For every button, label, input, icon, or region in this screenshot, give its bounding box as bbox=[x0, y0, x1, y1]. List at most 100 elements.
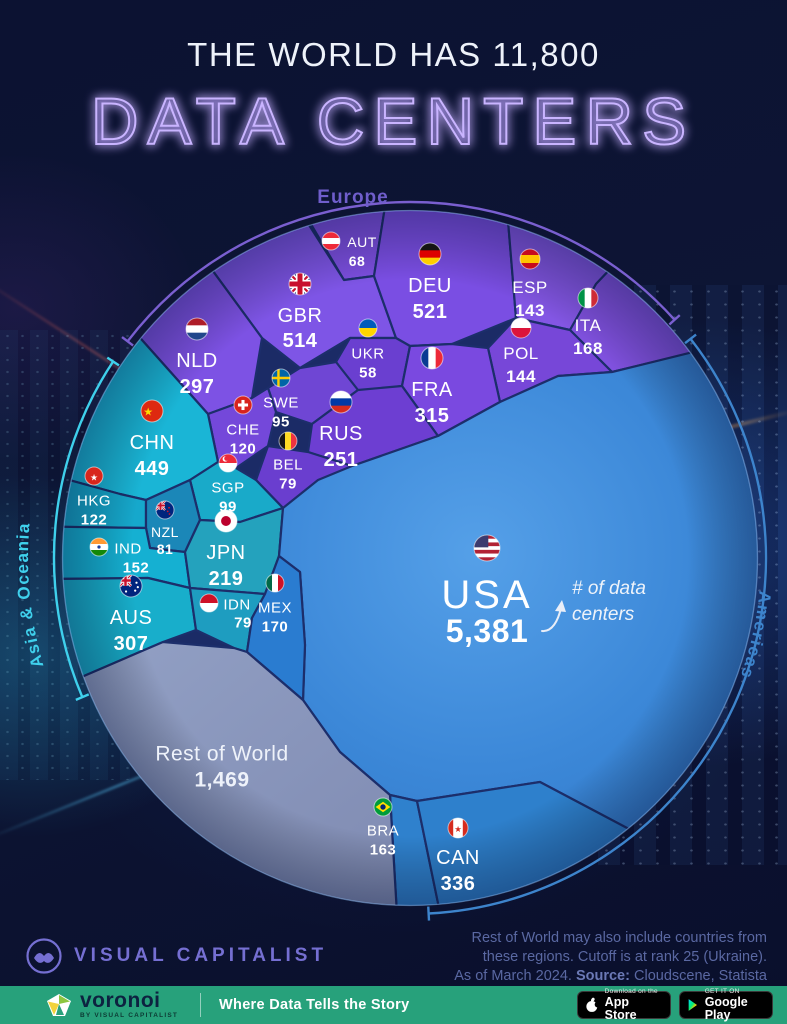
flag-swe-icon bbox=[272, 369, 290, 387]
flag-gbr-icon bbox=[289, 273, 311, 295]
value-fra: 315 bbox=[415, 405, 450, 427]
label-jpn: JPN bbox=[206, 542, 245, 564]
flag-bel-icon bbox=[279, 432, 297, 450]
arc-asia-oceania bbox=[52, 360, 115, 698]
visual-capitalist-logo-icon bbox=[26, 938, 62, 974]
value-jpn: 219 bbox=[209, 568, 244, 590]
flag-pol-ring bbox=[510, 317, 532, 339]
flag-nld-ring bbox=[185, 317, 209, 341]
neon-title: DATA CENTERS bbox=[90, 83, 695, 159]
value-rus: 251 bbox=[324, 449, 359, 471]
arc-europe-tick bbox=[121, 336, 134, 347]
flag-mex-icon bbox=[266, 574, 284, 592]
label-che: CHE bbox=[226, 421, 259, 438]
flag-can-ring bbox=[447, 817, 469, 839]
app-store-badge[interactable]: Download on the App Store bbox=[577, 988, 671, 1022]
value-swe: 95 bbox=[272, 413, 290, 430]
flag-deu-ring bbox=[418, 242, 442, 266]
value-bel: 79 bbox=[279, 475, 297, 492]
value-bra: 163 bbox=[370, 841, 397, 858]
value-ind: 152 bbox=[123, 559, 150, 576]
flag-usa-icon bbox=[474, 535, 500, 561]
label-aus: AUS bbox=[110, 607, 153, 629]
value-idn: 79 bbox=[234, 614, 252, 631]
arc-europe bbox=[126, 200, 676, 343]
value-aut: 68 bbox=[349, 253, 366, 269]
label-gbr: GBR bbox=[278, 305, 323, 327]
label-chn: CHN bbox=[130, 432, 175, 454]
neon-title-text: DATA CENTERS bbox=[91, 84, 695, 158]
label-idn: IDN bbox=[223, 596, 250, 613]
google-play-badge[interactable]: GET IT ON Google Play bbox=[679, 988, 773, 1021]
voronoi-brand: voronoi BY VISUAL CAPITALIST bbox=[46, 990, 178, 1020]
page-title: THE WORLD HAS 11,800 bbox=[187, 36, 600, 73]
value-ukr: 58 bbox=[359, 364, 377, 381]
flag-bra-ring bbox=[373, 797, 393, 817]
flag-esp-ring bbox=[519, 248, 541, 270]
voronoi-byline: BY VISUAL CAPITALIST bbox=[80, 1012, 179, 1020]
value-che: 120 bbox=[230, 440, 257, 457]
region-label-asia-oceania: Asia & Oceania bbox=[13, 521, 47, 670]
label-pol: POL bbox=[503, 344, 539, 363]
voronoi-logo-icon bbox=[47, 994, 71, 1016]
label-ukr: UKR bbox=[351, 345, 384, 362]
flag-nzl-icon bbox=[156, 501, 174, 519]
value-nld: 297 bbox=[180, 376, 215, 398]
value-mex: 170 bbox=[262, 618, 289, 635]
flag-can-icon: ★ bbox=[448, 818, 468, 838]
app-store-badge-label: App Store bbox=[604, 995, 637, 1022]
divider bbox=[200, 993, 202, 1017]
label-hkg: HKG bbox=[77, 492, 111, 509]
region-label-europe: Europe bbox=[317, 187, 388, 208]
label-bel: BEL bbox=[273, 456, 303, 473]
flag-ukr-ring bbox=[358, 318, 378, 338]
flag-rus-ring bbox=[329, 390, 353, 414]
label-fra: FRA bbox=[411, 379, 453, 401]
flag-che-icon bbox=[234, 396, 252, 414]
flag-hkg-ring bbox=[84, 466, 104, 486]
label-deu: DEU bbox=[408, 275, 452, 297]
value-pol: 144 bbox=[506, 367, 536, 386]
value-row: 1,469 bbox=[194, 768, 249, 791]
label-can: CAN bbox=[436, 847, 480, 869]
label-ind: IND bbox=[114, 540, 141, 557]
value-chn: 449 bbox=[135, 458, 170, 480]
arc-europe-tick bbox=[668, 314, 681, 326]
flag-mex-ring bbox=[265, 573, 285, 593]
label-swe: SWE bbox=[263, 394, 299, 411]
label-rus: RUS bbox=[319, 423, 363, 445]
value-usa: 5,381 bbox=[446, 613, 529, 649]
flag-rus-icon bbox=[330, 391, 352, 413]
flag-pol-icon bbox=[511, 318, 531, 338]
voronoi-wordmark: voronoi bbox=[80, 989, 161, 1013]
flag-bra-icon bbox=[374, 798, 392, 816]
label-nzl: NZL bbox=[151, 524, 179, 540]
flag-ind-ring bbox=[89, 537, 109, 557]
flag-nzl-ring bbox=[155, 500, 175, 520]
flag-aus-icon bbox=[120, 575, 142, 597]
flag-fra-ring bbox=[420, 346, 444, 370]
label-aut: AUT bbox=[347, 234, 377, 250]
source-note: Rest of World may also include countries… bbox=[454, 929, 767, 986]
flag-fra-icon bbox=[421, 347, 443, 369]
arc-asia-oceania-tick bbox=[106, 356, 120, 367]
flag-ita-ring bbox=[577, 287, 599, 309]
flag-sgp-icon bbox=[219, 454, 237, 472]
label-row: Rest of World bbox=[155, 742, 288, 765]
value-aus: 307 bbox=[114, 633, 149, 655]
flag-chn-icon: ★ bbox=[141, 400, 163, 422]
flag-che-ring bbox=[233, 395, 253, 415]
value-gbr: 514 bbox=[283, 330, 318, 352]
flag-deu-icon bbox=[419, 243, 441, 265]
tagline: Where Data Tells the Story bbox=[219, 997, 410, 1013]
annotation-line-1: # of data bbox=[572, 578, 646, 599]
svg-text:★: ★ bbox=[90, 473, 98, 483]
arc-americas-tick bbox=[427, 906, 431, 921]
apple-icon bbox=[586, 997, 599, 1012]
flag-bel-ring bbox=[278, 431, 298, 451]
value-deu: 521 bbox=[413, 301, 448, 323]
source-label: Source: bbox=[575, 968, 630, 984]
google-play-icon bbox=[688, 999, 698, 1011]
footer: VISUAL CAPITALIST Rest of World may also… bbox=[0, 926, 787, 986]
